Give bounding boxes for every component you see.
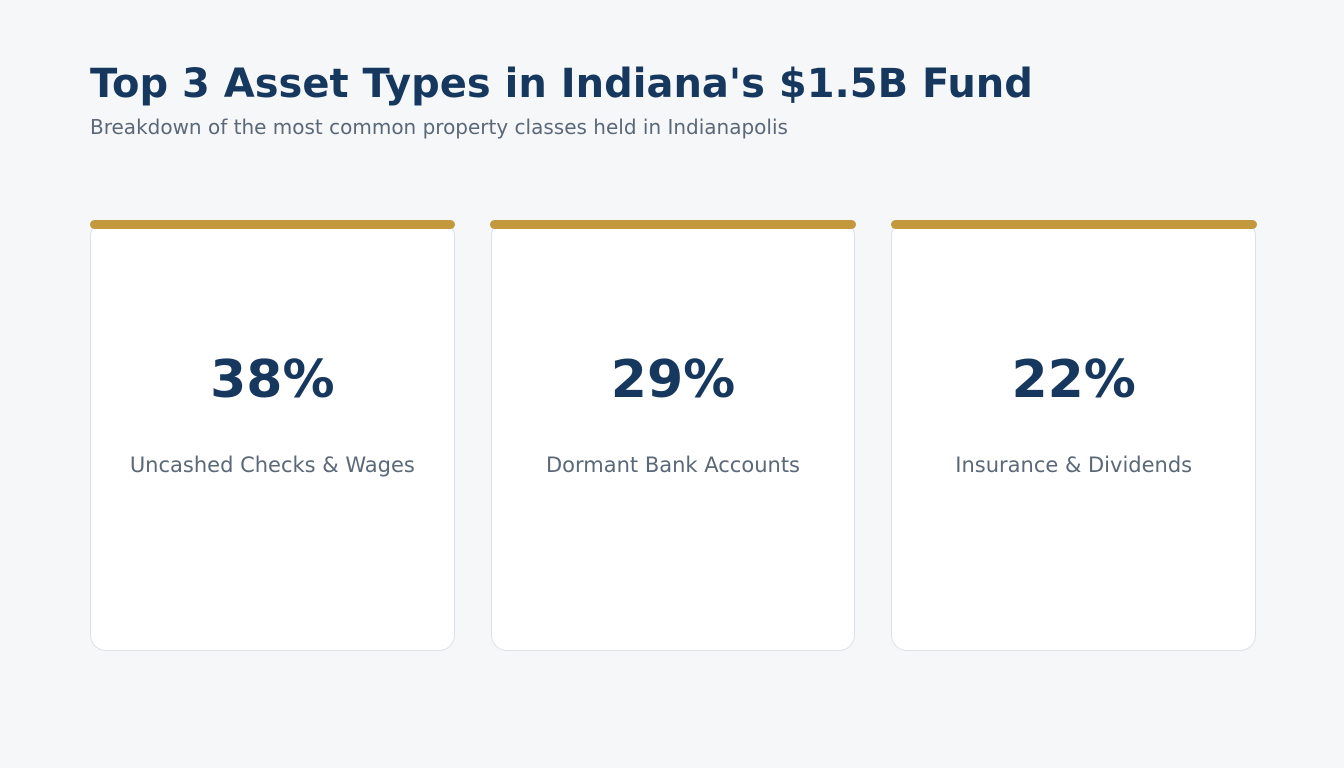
card-accent-bar — [89, 219, 456, 229]
stat-value: 29% — [610, 350, 736, 410]
card-accent-bar — [490, 219, 856, 229]
card-accent-bar — [890, 219, 1257, 229]
stat-value: 22% — [1011, 350, 1136, 410]
stat-card-insurance-dividends: 22% Insurance & Dividends — [890, 219, 1257, 651]
header: Top 3 Asset Types in Indiana's $1.5B Fun… — [90, 60, 1033, 140]
stat-label: Uncashed Checks & Wages — [129, 453, 415, 477]
stat-value: 38% — [210, 350, 335, 410]
page-subtitle: Breakdown of the most common property cl… — [90, 115, 788, 139]
stat-card-uncashed-checks: 38% Uncashed Checks & Wages — [89, 219, 456, 651]
stat-cards: 38% Uncashed Checks & Wages 29% Dormant … — [89, 219, 1257, 651]
stat-label: Dormant Bank Accounts — [546, 453, 800, 477]
stat-card-dormant-accounts: 29% Dormant Bank Accounts — [490, 219, 856, 651]
page-title: Top 3 Asset Types in Indiana's $1.5B Fun… — [90, 61, 1033, 107]
stat-label: Insurance & Dividends — [955, 453, 1193, 477]
